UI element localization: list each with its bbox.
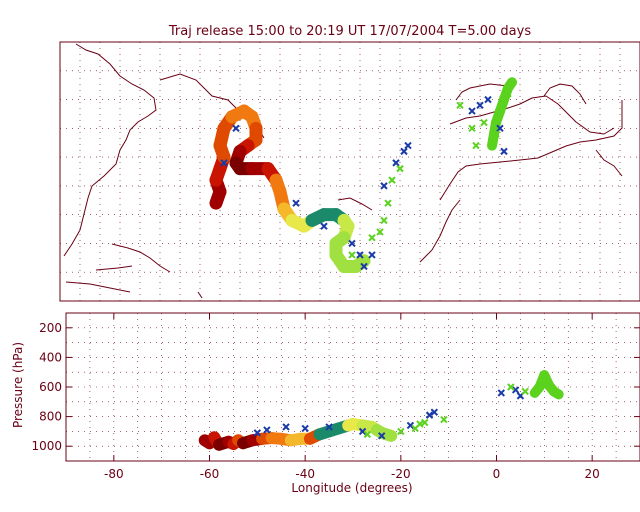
x-marker [360,262,368,271]
x-tick-label: 20 [585,467,600,481]
x-marker [496,124,504,133]
y-axis-label: Pressure (hPa) [11,342,25,428]
x-marker [484,95,492,104]
x-marker [253,429,262,437]
x-marker [368,233,376,242]
y-tick-label: 800 [39,410,62,424]
coastline [63,43,623,299]
x-marker [380,216,388,225]
pressure-markers [253,383,529,440]
y-tick-label: 600 [39,380,62,394]
x-marker [468,124,476,133]
chart-title: Traj release 15:00 to 20:19 UT 17/07/200… [168,24,531,39]
x-marker [497,389,505,397]
x-marker [472,141,480,150]
x-marker [480,118,488,127]
x-marker [440,415,448,424]
x-marker [320,222,328,230]
x-marker [292,199,300,207]
x-tick-label: -60 [200,467,220,481]
map-frame [59,41,640,302]
map-markers [220,90,512,271]
x-marker [492,130,500,138]
x-marker [500,147,508,156]
x-axis-label: Longitude (degrees) [291,481,412,495]
x-marker [388,176,396,184]
pressure-trajectory [198,370,564,451]
x-tick-label: -20 [391,467,411,481]
x-marker [263,426,271,434]
x-marker [476,101,484,110]
x-marker [325,423,333,431]
x-marker [282,423,290,431]
x-marker [504,90,512,98]
y-tick-label: 200 [39,321,62,335]
x-marker [358,427,367,436]
x-marker [356,251,364,259]
x-marker [392,159,400,167]
x-marker [456,101,464,110]
map-gridlines [60,42,640,301]
x-marker [377,432,386,440]
x-marker [406,421,415,430]
x-marker [348,239,356,248]
pressure-gridlines [66,313,640,461]
x-marker [396,164,404,173]
trajectory-segment [548,386,564,400]
y-axis-ticks: 200 400 600 800 1000 [31,321,640,453]
x-marker [363,430,372,439]
y-tick-label: 400 [39,350,62,364]
x-marker [348,251,356,259]
trajectory-segment [503,77,517,94]
x-axis-ticks: -80 -60 -40 -20 0 20 [104,313,600,481]
x-marker [368,251,376,259]
x-marker [376,228,384,236]
x-marker [400,147,408,156]
x-marker [507,383,515,391]
x-marker [380,182,388,190]
x-marker [511,386,520,394]
x-marker [397,427,405,436]
x-marker [421,418,429,427]
y-tick-label: 1000 [31,439,62,453]
x-marker [468,107,476,115]
x-tick-label: 0 [493,467,501,481]
x-marker [220,159,228,167]
map-trajectory [209,77,517,273]
x-tick-label: -80 [104,467,124,481]
x-marker [416,420,424,428]
trajectory-segment [349,254,371,273]
x-marker [430,408,439,416]
x-tick-label: -40 [295,467,315,481]
x-marker [521,387,529,396]
x-marker [404,141,412,150]
x-marker [301,424,309,433]
x-marker [425,411,434,419]
x-marker [232,124,240,133]
x-marker [384,199,392,207]
